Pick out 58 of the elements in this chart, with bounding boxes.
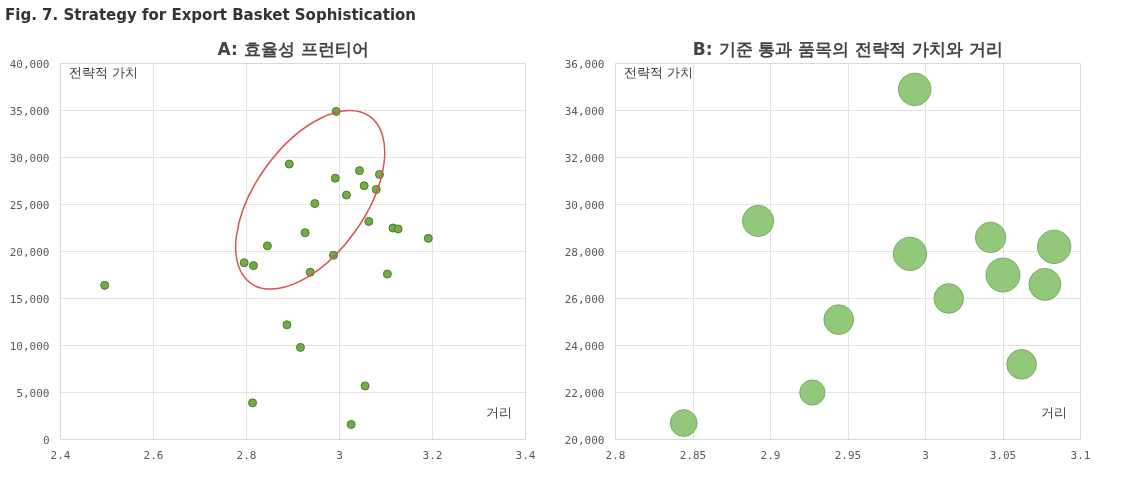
x-tick-label: 3.1 [1070, 448, 1091, 462]
point [248, 261, 258, 271]
y-tick-label: 15,000 [9, 292, 50, 306]
x-axis-title: 거리 [485, 404, 512, 420]
chart-title: A: 효율성 프런티어 [217, 38, 369, 59]
y-tick-label: 22,000 [564, 386, 605, 400]
x-tick-label: 2.8 [605, 448, 626, 462]
x-tick-label: 3 [336, 448, 343, 462]
x-tick-label: 2.6 [143, 448, 164, 462]
point [341, 191, 351, 201]
y-tick-label: 20,000 [564, 433, 605, 447]
y-tick-label: 10,000 [9, 339, 50, 353]
point [239, 258, 249, 268]
y-tick-label: 30,000 [9, 151, 50, 165]
point [262, 241, 272, 251]
y-tick-label: 25,000 [9, 198, 50, 212]
point [100, 281, 110, 291]
x-axis-title: 거리 [1040, 404, 1067, 420]
point [382, 269, 392, 279]
point [364, 217, 374, 227]
x-tick-label: 2.95 [834, 448, 862, 462]
chart-title: B: 기준 통과 품목의 전략적 가치와 거리 [692, 38, 1004, 59]
y-tick-label: 40,000 [9, 57, 50, 71]
x-tick-label: 3 [922, 448, 929, 462]
point [346, 420, 356, 430]
x-tick-label: 2.9 [760, 448, 781, 462]
point [330, 174, 340, 184]
point [360, 381, 370, 391]
point [310, 199, 320, 209]
y-tick-label: 26,000 [564, 292, 605, 306]
y-axis-title: 전략적 가치 [623, 64, 693, 80]
x-tick-label: 2.4 [50, 448, 71, 462]
y-tick-label: 32,000 [564, 151, 605, 165]
point [423, 234, 433, 244]
point [359, 181, 369, 191]
point [393, 224, 403, 234]
y-tick-label: 30,000 [564, 198, 605, 212]
y-tick-label: 0 [42, 433, 50, 447]
y-tick-label: 20,000 [9, 245, 50, 259]
x-tick-label: 3.2 [422, 448, 443, 462]
point [295, 343, 305, 353]
point [284, 160, 294, 169]
x-tick-label: 3.4 [515, 448, 536, 462]
point [354, 166, 364, 176]
y-tick-label: 36,000 [564, 57, 605, 71]
point [282, 320, 292, 330]
y-tick-label: 28,000 [564, 245, 605, 259]
y-tick-label: 24,000 [564, 339, 605, 353]
x-tick-label: 3.05 [989, 448, 1017, 462]
y-tick-label: 5,000 [16, 386, 50, 400]
point [300, 228, 310, 238]
point [248, 398, 258, 408]
caption: Fig. 7. Strategy for Export Basket Sophistication [5, 5, 417, 26]
x-tick-label: 2.85 [679, 448, 707, 462]
y-axis-title: 전략적 가치 [68, 64, 138, 80]
x-tick-label: 2.8 [236, 448, 257, 462]
y-tick-label: 34,000 [564, 104, 605, 118]
y-tick-label: 35,000 [9, 104, 50, 118]
